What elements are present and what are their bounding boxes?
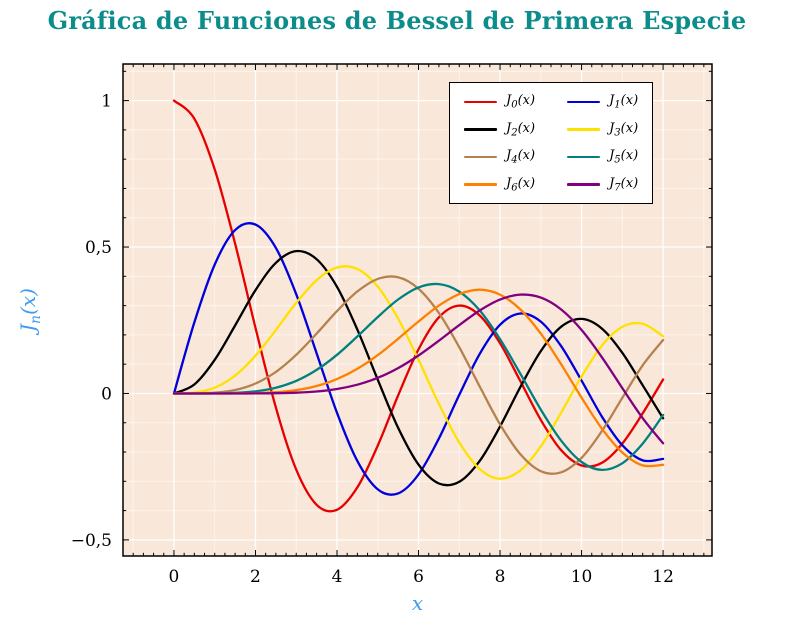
curve-J4 (172, 275, 665, 475)
x-tick-label: 2 (250, 567, 261, 587)
legend-label: J2(x) (506, 120, 536, 139)
legend-line-swatch (464, 183, 497, 186)
legend-item: J3(x) (567, 120, 639, 139)
legend-line-swatch (464, 128, 497, 131)
chart-title: Gráfica de Funciones de Bessel de Primer… (47, 6, 747, 35)
x-tick-label: 8 (495, 567, 506, 587)
x-tick-label: 6 (413, 567, 424, 587)
plot-frame (122, 63, 713, 557)
y-tick-label: 1 (101, 92, 112, 112)
legend-item: J0(x) (464, 93, 535, 111)
curve-J5 (172, 282, 665, 472)
legend-label: J7(x) (609, 175, 639, 194)
legend-item: J6(x) (464, 175, 536, 194)
curve-J2 (172, 249, 665, 487)
legend-line-swatch (464, 100, 497, 104)
legend-line-swatch (464, 155, 497, 159)
y-axis-label-rest: (x) (16, 288, 40, 315)
legend-item: J2(x) (464, 120, 536, 139)
x-tick-label: 10 (571, 567, 593, 587)
curve-J1 (172, 222, 665, 496)
legend-label: J6(x) (506, 175, 536, 194)
legend-line-swatch (567, 183, 601, 186)
legend: J0(x) J1(x) J2(x) J3(x) J4(x) J5(x) J6(x) J7(x) (449, 82, 654, 205)
legend-label: J0(x) (506, 93, 536, 111)
legend-label: J4(x) (506, 148, 536, 166)
y-tick-label: 0 (101, 384, 112, 404)
legend-item: J7(x) (567, 175, 639, 194)
legend-item: J4(x) (464, 148, 535, 166)
legend-line-swatch (567, 128, 601, 131)
legend-line-swatch (567, 100, 601, 104)
legend-label: J3(x) (609, 120, 639, 139)
y-tick-label: 0,5 (85, 238, 112, 258)
y-tick-label: −0,5 (71, 531, 112, 551)
legend-label: J5(x) (609, 148, 639, 166)
curve-J7 (172, 293, 665, 445)
legend-item: J5(x) (567, 148, 638, 166)
x-tick-label: 0 (169, 567, 180, 587)
legend-line-swatch (567, 155, 601, 159)
legend-label: J1(x) (609, 93, 639, 111)
x-tick-label: 4 (332, 567, 343, 587)
legend-item: J1(x) (567, 93, 638, 111)
y-axis-label: Jn(x) (16, 288, 44, 332)
x-axis-label: x (411, 591, 424, 615)
y-axis-label-sub: n (28, 314, 44, 324)
x-tick-label: 12 (652, 567, 674, 587)
y-axis-label-base: J (16, 323, 40, 332)
curve-J3 (172, 265, 665, 480)
